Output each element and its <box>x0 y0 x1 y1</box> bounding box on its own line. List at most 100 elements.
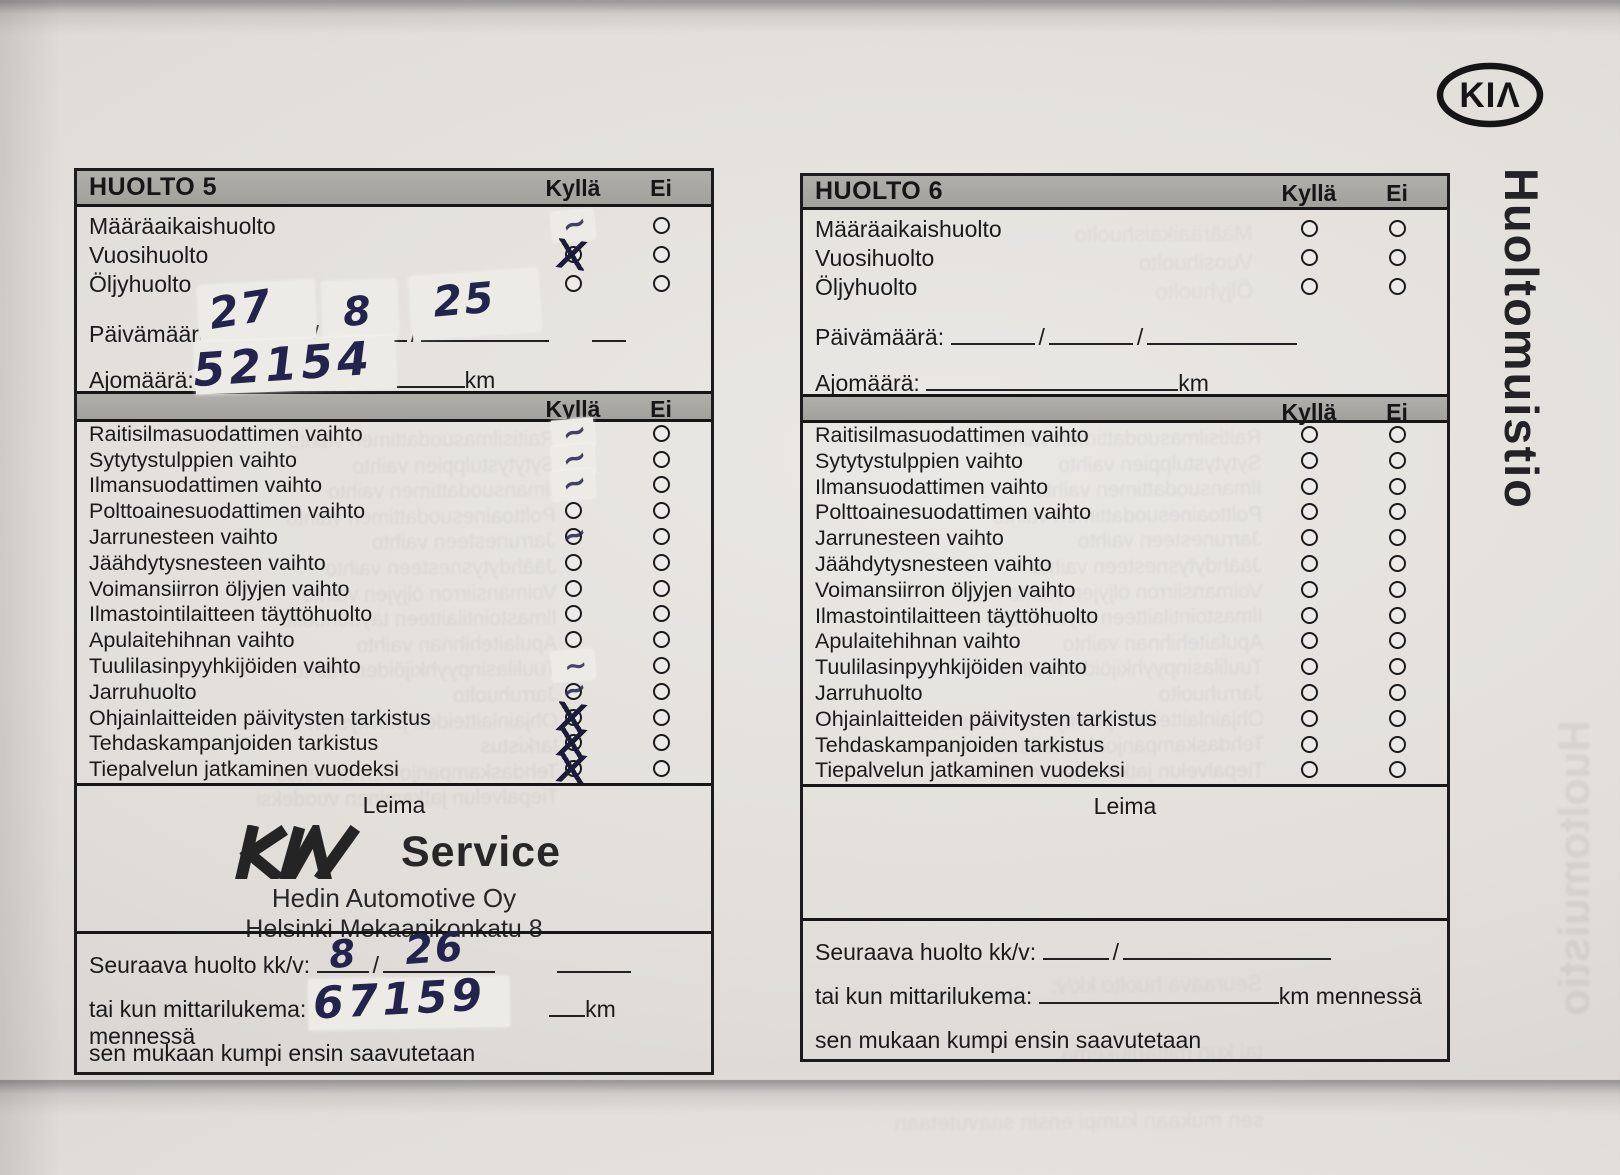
ei-checkbox <box>1386 579 1408 601</box>
service-type-label: Vuosihuolto <box>815 244 935 271</box>
kylla-checkbox <box>562 474 584 496</box>
radio-circle <box>1300 277 1318 295</box>
kylla-checkbox <box>1298 450 1320 472</box>
radio-circle <box>1388 219 1406 237</box>
next-month-field <box>1042 940 1109 960</box>
km-by-label: km mennessä <box>1278 983 1422 1009</box>
stamp-service-text: Service <box>400 827 562 876</box>
stamp-company: Hedin Automotive Oy <box>271 883 517 913</box>
radio-circle <box>652 553 670 571</box>
mileage-field2 <box>396 368 465 388</box>
whichever-label: sen mukaan kumpi ensin saavutetaan <box>815 1027 1202 1053</box>
next-service-row: Seuraava huolto kk/v: / <box>803 931 1447 975</box>
stamp-label: Leima <box>362 792 426 818</box>
radio-circle <box>1300 248 1318 266</box>
checklist-row: Jarruhuolto <box>803 681 1447 707</box>
checklist-item-label: Jarrunesteen vaihto <box>815 526 1004 551</box>
checklist-item-label: Tehdaskampanjoiden tarkistus <box>89 731 379 756</box>
checklist-row: Tehdaskampanjoiden tarkistus <box>77 731 711 757</box>
odometer-row: tai kun mittarilukema: km mennessä <box>803 975 1447 1019</box>
checklist-item-label: Ilmastointilaitteen täyttöhuolto <box>815 603 1099 628</box>
next-service-label: Seuraava huolto kk/v: <box>89 952 311 978</box>
kylla-checkbox <box>562 273 584 295</box>
service-type-row: Öljyhuolto <box>77 270 711 299</box>
whichever-label: sen mukaan kumpi ensin saavutetaan <box>89 1040 476 1066</box>
date-year-field <box>1147 325 1298 345</box>
radio-circle <box>652 734 670 752</box>
checklist-row: Tuulilasinpyyhkijöiden vaihto <box>77 654 711 680</box>
checklist-row: Tuulilasinpyyhkijöiden vaihto <box>803 655 1447 681</box>
checklist-item-label: Ohjainlaitteiden päivitysten tarkistus <box>89 705 431 730</box>
panel-title: HUOLTO 6 <box>815 176 944 205</box>
kylla-column-header: Kyllä <box>1281 180 1337 206</box>
radio-circle <box>1300 451 1318 469</box>
radio-circle <box>1388 632 1406 650</box>
kylla-checkbox <box>562 603 584 625</box>
radio-circle <box>1388 761 1406 779</box>
radio-circle <box>1300 709 1318 727</box>
stamp-label: Leima <box>1093 793 1157 820</box>
checklist-row: Ilmastointilaitteen täyttöhuolto <box>803 604 1447 630</box>
radio-circle <box>1388 248 1406 266</box>
service-type-section: Määräaikaishuolto Vuosihuolto Öljyhuolto… <box>803 210 1447 396</box>
radio-circle <box>1300 684 1318 702</box>
ei-checkbox <box>1386 553 1408 575</box>
extra-line <box>591 322 626 342</box>
ei-checkbox <box>1386 450 1408 472</box>
mileage-label: Ajomäärä: <box>815 369 920 396</box>
ei-checkbox <box>1386 682 1408 704</box>
date-year-field <box>421 322 550 342</box>
handwritten-next-year: 26 <box>403 923 467 975</box>
kylla-checkbox <box>1298 276 1320 298</box>
checklist-row: Ohjainlaitteiden päivitysten tarkistus <box>803 707 1447 733</box>
radio-circle <box>652 274 670 292</box>
ei-checkbox <box>650 449 672 471</box>
radio-circle <box>564 682 582 700</box>
ei-checkbox <box>1386 247 1408 269</box>
slash: / <box>1136 323 1144 350</box>
radio-circle <box>564 631 582 649</box>
kylla-checkbox <box>1298 476 1320 498</box>
checklist-row: Raitisilmasuodattimen vaihto <box>77 422 711 448</box>
kylla-checkbox <box>1298 218 1320 240</box>
checklist-row: Sytytystulppien vaihto <box>77 448 711 474</box>
radio-circle <box>1300 219 1318 237</box>
checklist-item-label: Tehdaskampanjoiden tarkistus <box>815 732 1105 757</box>
kylla-checkbox <box>562 526 584 548</box>
ei-checkbox <box>650 273 672 295</box>
checklist-item-label: Apulaitehihnan vaihto <box>89 628 295 653</box>
kylla-column-header: Kyllä <box>1281 398 1337 425</box>
kylla-column-header: Kyllä <box>545 175 601 201</box>
checklist-item-label: Jäähdytysnesteen vaihto <box>89 550 326 575</box>
date-month-field <box>1048 325 1133 345</box>
checklist-row: Ilmansuodattimen vaihto <box>77 473 711 499</box>
ei-checkbox <box>650 423 672 445</box>
odometer-label: tai kun mittarilukema: <box>815 983 1033 1009</box>
ei-checkbox <box>1386 759 1408 781</box>
ei-checkbox <box>1386 708 1408 730</box>
kylla-checkbox <box>562 629 584 651</box>
checklist-row: Polttoainesuodattimen vaihto <box>77 499 711 525</box>
mileage-row: Ajomäärä: km <box>803 358 1447 404</box>
radio-circle <box>652 424 670 442</box>
ei-checkbox <box>650 655 672 677</box>
radio-circle <box>1300 529 1318 547</box>
service-type-row: Määräaikaishuolto <box>803 215 1447 244</box>
ei-checkbox <box>1386 605 1408 627</box>
next-service-section: Seuraava huolto kk/v: / 8 26 tai kun mit… <box>77 924 711 1072</box>
next-service-label: Seuraava huolto kk/v: <box>815 939 1037 965</box>
checklist-item-label: Sytytystulppien vaihto <box>815 448 1023 473</box>
huolto6-panel: HUOLTO 6 Kyllä Ei Määräaikaishuolto Vuos… <box>800 173 1450 1136</box>
ei-checkbox <box>650 215 672 237</box>
kylla-checkbox <box>1298 708 1320 730</box>
radio-circle <box>1388 555 1406 573</box>
checklist-item-label: Jäähdytysnesteen vaihto <box>815 552 1052 577</box>
kylla-checkbox <box>562 215 584 237</box>
slash: / <box>1038 323 1045 350</box>
ei-checkbox <box>1386 218 1408 240</box>
radio-circle <box>1300 555 1318 573</box>
mileage-field <box>926 371 1179 391</box>
radio-circle <box>652 605 670 623</box>
ei-checkbox <box>650 474 672 496</box>
kia-oval-logo: KIΛ <box>1436 62 1544 133</box>
